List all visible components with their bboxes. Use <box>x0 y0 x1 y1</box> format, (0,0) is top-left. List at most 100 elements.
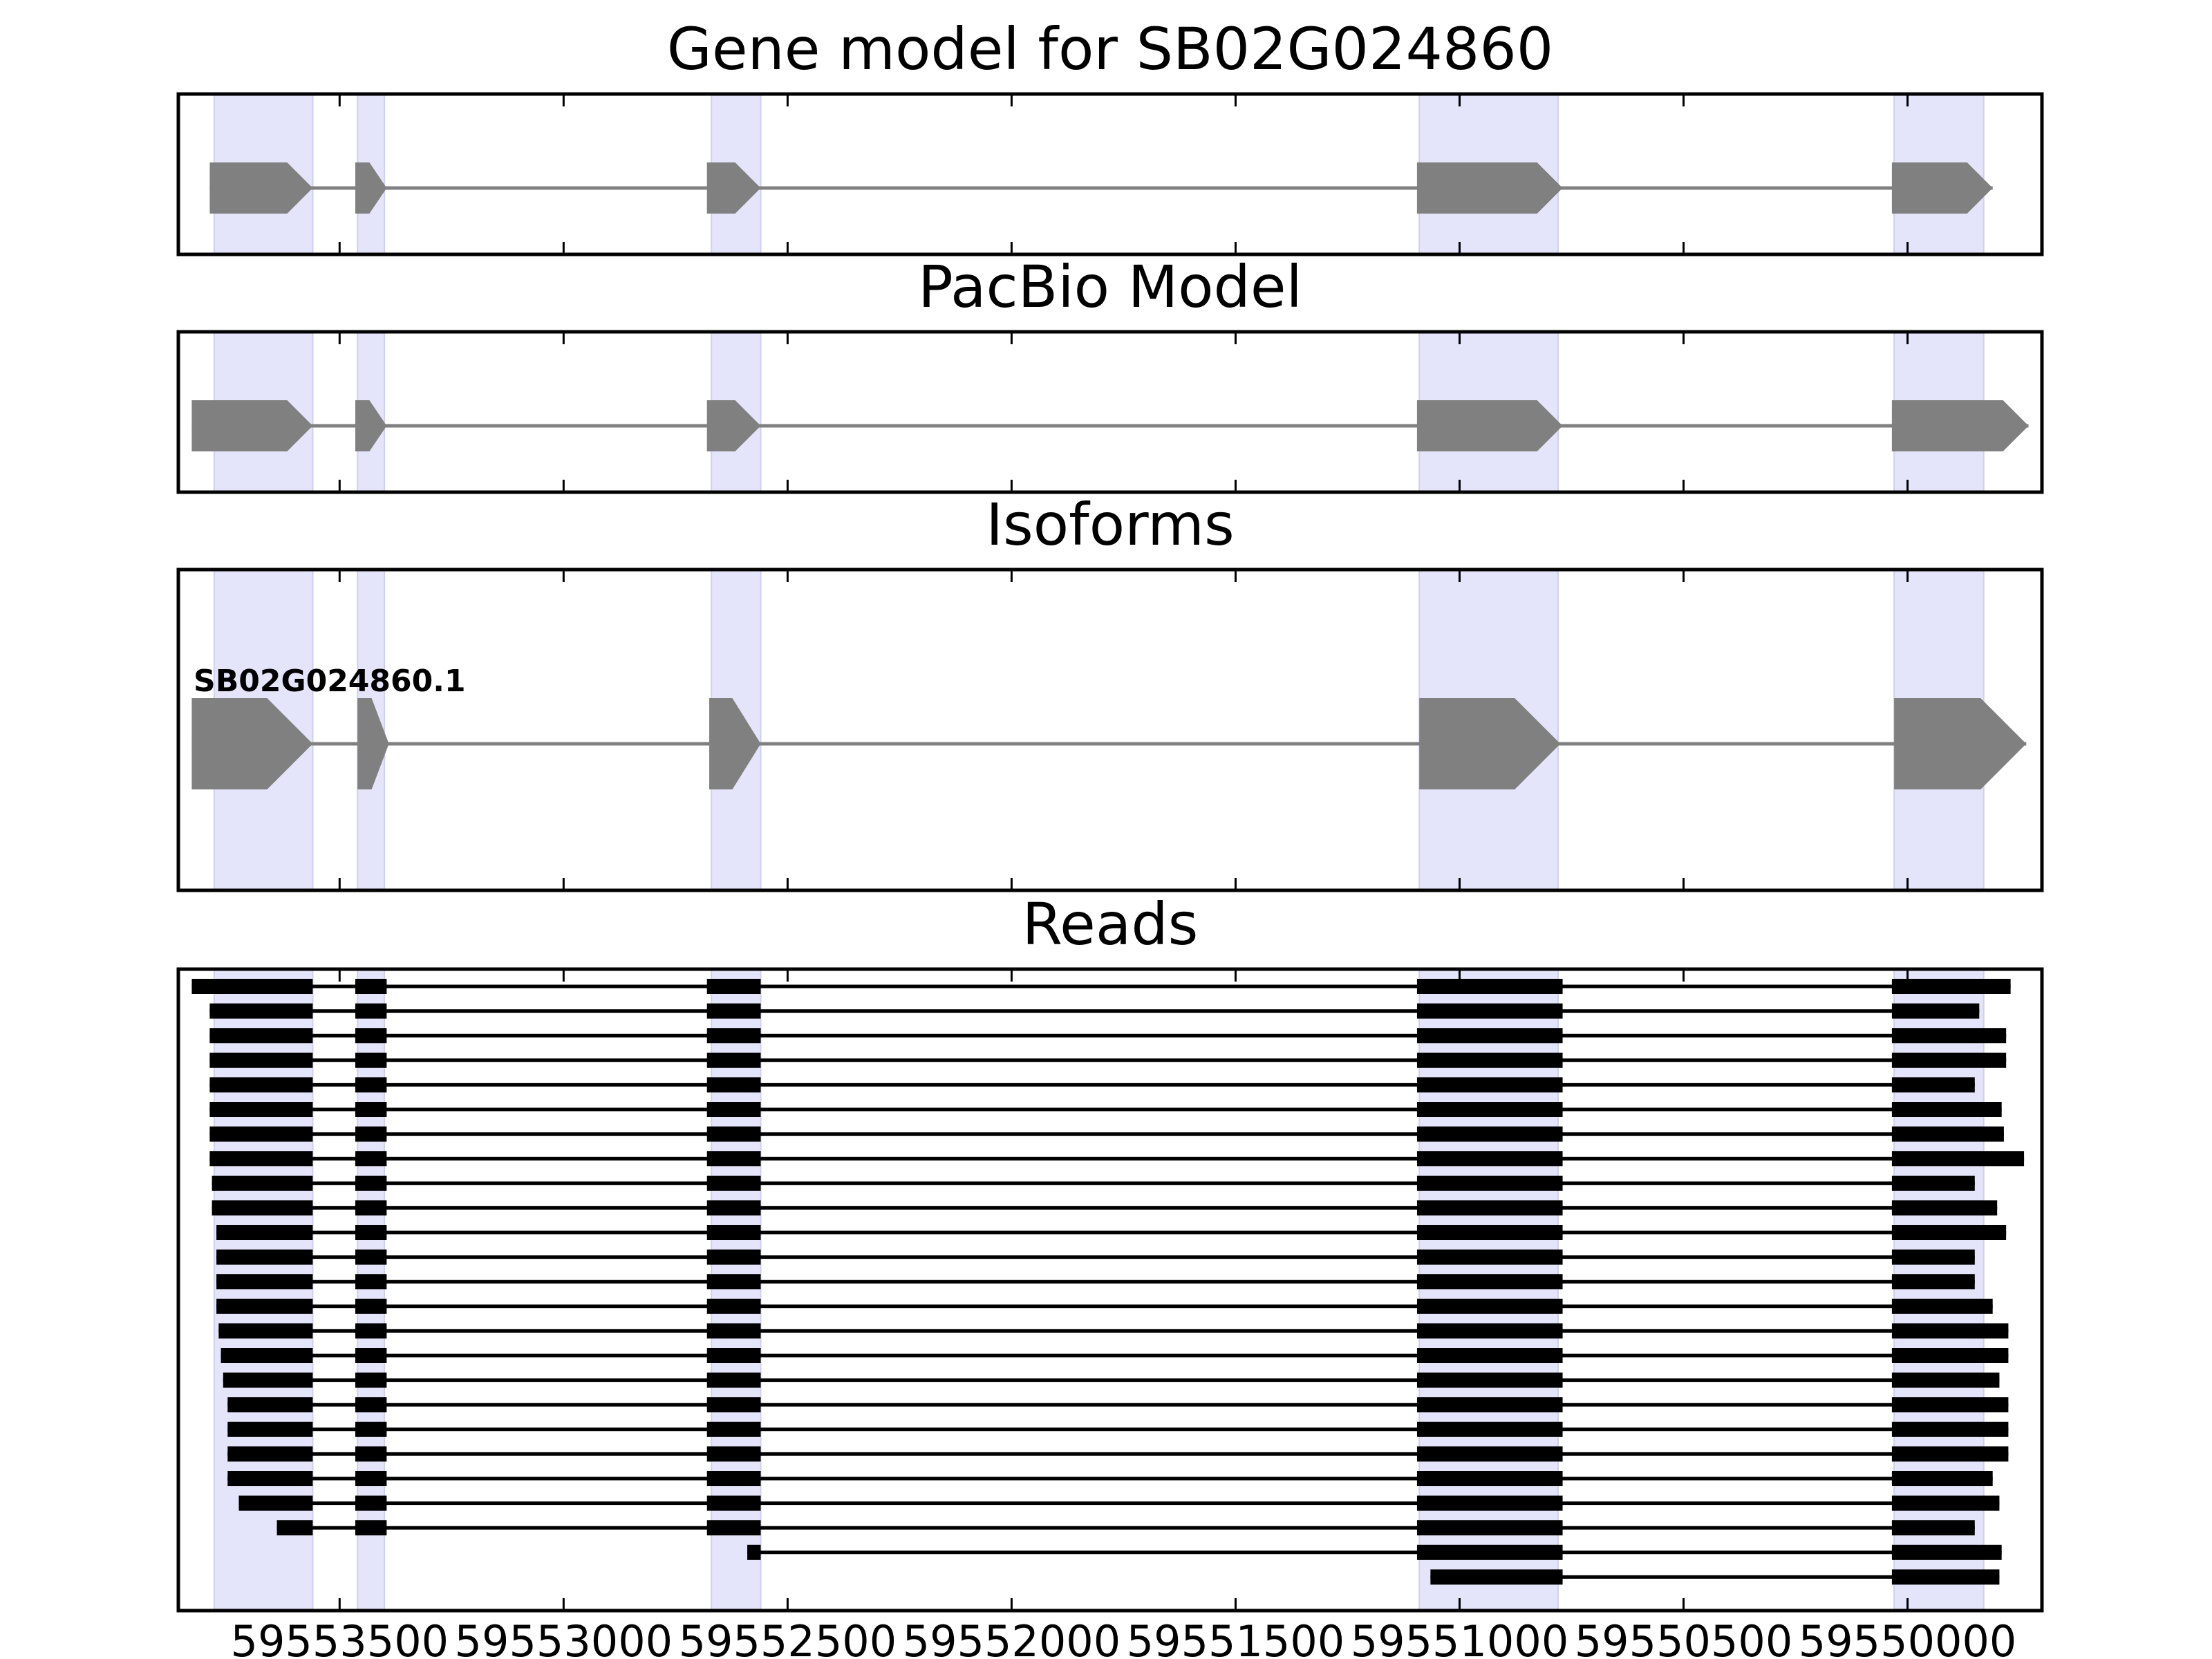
read-block <box>227 1397 313 1413</box>
read-block <box>209 1052 313 1068</box>
read-row <box>212 1175 1975 1191</box>
read-block <box>1416 1249 1563 1265</box>
x-tick-label: 59551500 <box>1127 1616 1345 1659</box>
read-block <box>355 1397 387 1413</box>
read-block <box>706 1298 761 1314</box>
exon <box>1416 162 1563 214</box>
read-block <box>1891 1569 2000 1585</box>
read-block <box>223 1372 313 1388</box>
read-block <box>1891 1028 2007 1044</box>
read-block <box>706 1274 761 1290</box>
read-row <box>212 1200 1998 1216</box>
x-tick-label: 59552500 <box>679 1616 897 1659</box>
exon <box>209 162 313 214</box>
read-block <box>227 1471 313 1486</box>
read-row <box>1430 1569 2000 1585</box>
read-block <box>1430 1569 1563 1585</box>
exon <box>706 400 761 451</box>
read-row <box>227 1446 2009 1462</box>
read-row <box>216 1274 1975 1290</box>
exon <box>191 400 313 451</box>
read-block <box>355 1102 387 1117</box>
read-block <box>1891 1225 2007 1240</box>
read-block <box>221 1348 313 1363</box>
read-block <box>355 1175 387 1191</box>
x-tick-label: 59551000 <box>1351 1616 1569 1659</box>
read-block <box>1416 1421 1563 1437</box>
read-block <box>1891 1372 2000 1388</box>
read-block <box>209 1126 313 1142</box>
read-block <box>1416 1200 1563 1216</box>
read-block <box>216 1298 313 1314</box>
read-block <box>355 1298 387 1314</box>
read-row <box>221 1348 2009 1363</box>
x-tick-label: 59552000 <box>903 1616 1121 1659</box>
read-block <box>706 1200 761 1216</box>
read-block <box>1891 1298 1993 1314</box>
read-block <box>706 1495 761 1511</box>
read-block <box>355 1520 387 1536</box>
panel-title: Isoforms <box>986 491 1235 559</box>
read-block <box>276 1520 313 1536</box>
exon <box>357 698 389 789</box>
panel-frame <box>176 967 2044 1613</box>
read-row <box>227 1421 2009 1437</box>
read-block <box>216 1249 313 1265</box>
read-block <box>355 1151 387 1167</box>
panels-layer: Gene model for SB02G024860 PacBio Model Is… <box>176 15 2044 1659</box>
read-block <box>355 1274 387 1290</box>
isoform-label: SB02G024860.1 <box>194 664 466 699</box>
read-row <box>209 1077 1975 1093</box>
read-row <box>191 979 2011 994</box>
read-block <box>1416 1151 1563 1167</box>
panel-4: Reads <box>176 890 2044 1613</box>
read-block <box>355 1372 387 1388</box>
read-block <box>1891 1126 2004 1142</box>
read-block <box>706 1077 761 1093</box>
read-block <box>1891 1200 1998 1216</box>
read-block <box>1416 1298 1563 1314</box>
read-block <box>209 1077 313 1093</box>
read-block <box>1416 1028 1563 1044</box>
read-block <box>1416 1323 1563 1339</box>
exon <box>355 162 387 214</box>
exon <box>709 698 761 789</box>
read-block <box>218 1323 313 1339</box>
read-block <box>1891 1102 2002 1117</box>
read-block <box>1416 1544 1563 1560</box>
read-block <box>355 1249 387 1265</box>
read-block <box>355 1421 387 1437</box>
read-block <box>1891 979 2011 994</box>
read-block <box>1416 1077 1563 1093</box>
read-block <box>191 979 313 994</box>
read-row <box>209 1126 2004 1142</box>
read-row <box>227 1397 2009 1413</box>
read-block <box>706 1151 761 1167</box>
read-block <box>238 1495 313 1511</box>
read-block <box>706 1052 761 1068</box>
read-block <box>355 1052 387 1068</box>
panel-frame <box>176 92 2044 256</box>
x-tick-label: 59550000 <box>1799 1616 2017 1659</box>
read-block <box>1416 1471 1563 1486</box>
read-block <box>227 1421 313 1437</box>
read-row <box>216 1298 1993 1314</box>
read-block <box>706 1446 761 1462</box>
read-block <box>1891 1520 1975 1536</box>
read-block <box>1891 1348 2009 1363</box>
read-block <box>209 1003 313 1019</box>
read-block <box>1416 1225 1563 1240</box>
read-block <box>1891 1249 1975 1265</box>
read-row <box>223 1372 2000 1388</box>
read-block <box>216 1274 313 1290</box>
exon <box>1419 698 1561 789</box>
read-block <box>209 1151 313 1167</box>
read-block <box>706 1028 761 1044</box>
read-block <box>1416 1274 1563 1290</box>
read-block <box>1416 1348 1563 1363</box>
read-row <box>216 1225 2007 1240</box>
read-row <box>209 1102 2002 1117</box>
read-row <box>209 1028 2007 1044</box>
read-block <box>355 1126 387 1142</box>
